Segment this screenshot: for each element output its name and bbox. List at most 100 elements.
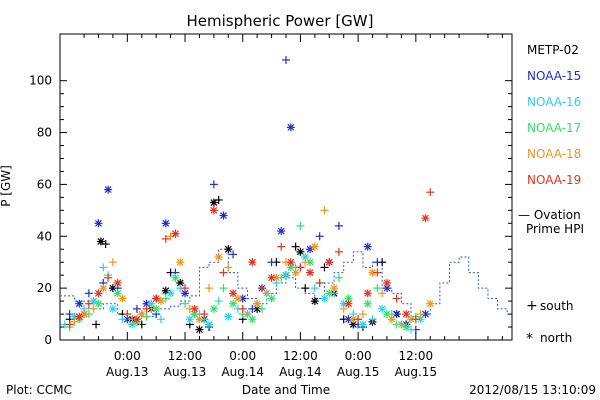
star-d2 (162, 287, 170, 295)
star-d2 (369, 269, 376, 277)
data-point-noaa-16 (118, 315, 127, 324)
data-point-noaa-16 (99, 263, 108, 272)
y-tick-label: 40 (37, 229, 52, 243)
star-d2 (248, 258, 256, 266)
data-point-noaa-15 (132, 304, 141, 313)
star-d2 (345, 295, 352, 302)
data-point-metp-02 (92, 320, 101, 329)
data-point-noaa-18 (320, 206, 329, 215)
data-point-noaa-18 (291, 268, 300, 277)
star-d2 (123, 315, 131, 323)
data-point-noaa-18 (195, 315, 204, 324)
data-point-noaa-17 (209, 304, 218, 313)
star-d2 (253, 305, 261, 313)
star-d2 (75, 313, 83, 321)
footer-timestamp: 2012/08/15 13:10:09 (469, 383, 596, 397)
data-point-noaa-17 (94, 299, 103, 308)
data-point-noaa-19 (354, 315, 363, 324)
legend-north-label: north (540, 331, 572, 345)
data-point-noaa-16 (378, 304, 387, 313)
data-point-noaa-19 (113, 278, 122, 287)
star-d2 (104, 186, 112, 194)
data-point-noaa-15 (373, 258, 382, 267)
data-point-noaa-17 (334, 273, 343, 282)
data-point-metp-02 (301, 284, 310, 293)
data-point-noaa-19 (277, 242, 286, 251)
data-point-noaa-19 (229, 289, 238, 298)
data-point-noaa-19 (238, 304, 247, 313)
north-marker: * (526, 331, 533, 347)
star-d2 (196, 326, 203, 334)
data-point-noaa-19 (373, 268, 382, 277)
data-point-noaa-15 (315, 232, 324, 241)
ovation-label-line1: — Ovation (518, 208, 581, 222)
data-point-noaa-18 (137, 310, 146, 319)
data-point-noaa-15 (219, 211, 228, 220)
legend-noaa-16: NOAA-16 (527, 95, 581, 109)
data-point-noaa-18 (378, 289, 387, 298)
star-d2 (176, 258, 184, 266)
data-point-noaa-19 (296, 263, 305, 272)
data-point-noaa-19 (286, 258, 295, 267)
star-d2 (345, 300, 352, 308)
data-point-noaa-19 (382, 278, 391, 287)
data-point-noaa-17 (219, 284, 228, 293)
x-axis-label: Date and Time (242, 383, 330, 397)
data-point-noaa-18 (301, 258, 310, 267)
x-tick-date-label: Aug.14 (221, 365, 264, 379)
star-d2 (287, 263, 295, 271)
data-point-noaa-19 (392, 294, 401, 303)
star-d2 (181, 289, 189, 297)
data-point-metp-02 (224, 245, 233, 254)
data-points (60, 55, 435, 334)
star-d2 (119, 295, 126, 302)
data-point-noaa-17 (171, 273, 180, 282)
data-point-metp-02 (195, 325, 204, 334)
star-d2 (253, 300, 261, 308)
data-point-noaa-18 (397, 320, 406, 329)
data-point-noaa-17 (248, 315, 257, 324)
star-d2 (248, 315, 256, 323)
star-d2 (191, 310, 199, 318)
data-point-noaa-18 (426, 299, 435, 308)
data-point-noaa-17 (257, 304, 266, 313)
data-point-noaa-19 (325, 258, 334, 267)
star-d2 (162, 219, 170, 227)
data-point-noaa-18 (70, 317, 79, 326)
ovation-label-line2: Prime HPI (526, 222, 584, 236)
star-d2 (210, 206, 218, 214)
data-point-noaa-17 (296, 221, 305, 230)
star-d2 (133, 315, 141, 323)
data-point-noaa-15 (363, 242, 372, 251)
x-tick-date-label: Aug.15 (337, 365, 380, 379)
data-point-noaa-18 (108, 258, 117, 267)
data-point-noaa-18 (224, 263, 233, 272)
data-point-noaa-19 (209, 206, 218, 215)
data-point-noaa-19 (142, 304, 151, 313)
star-d2 (402, 310, 410, 318)
data-point-noaa-17 (113, 289, 122, 298)
legend-noaa-17: NOAA-17 (527, 121, 581, 135)
data-point-metp-02 (310, 297, 319, 306)
data-point-noaa-18 (330, 284, 339, 293)
star-d2 (109, 305, 117, 313)
star-d2 (171, 230, 179, 238)
x-tick-date-label: Aug.14 (279, 365, 322, 379)
star-d2 (359, 321, 367, 328)
star-d2 (224, 313, 232, 321)
x-tick-date-label: Aug.15 (395, 365, 438, 379)
star-d2 (287, 123, 295, 131)
y-tick-label: 80 (37, 126, 52, 140)
data-point-noaa-15 (84, 289, 93, 298)
star-d2 (287, 258, 295, 266)
x-tick-date-label: Aug.13 (164, 365, 207, 379)
data-point-noaa-16 (156, 315, 165, 324)
star-d2 (176, 279, 184, 287)
data-point-noaa-18 (387, 315, 396, 324)
data-point-noaa-18 (310, 242, 319, 251)
data-point-noaa-15 (104, 185, 113, 194)
star-d2 (152, 295, 160, 302)
data-point-noaa-16 (224, 312, 233, 321)
data-point-noaa-18 (156, 297, 165, 306)
x-tick-time-label: 12:00 (283, 349, 318, 363)
